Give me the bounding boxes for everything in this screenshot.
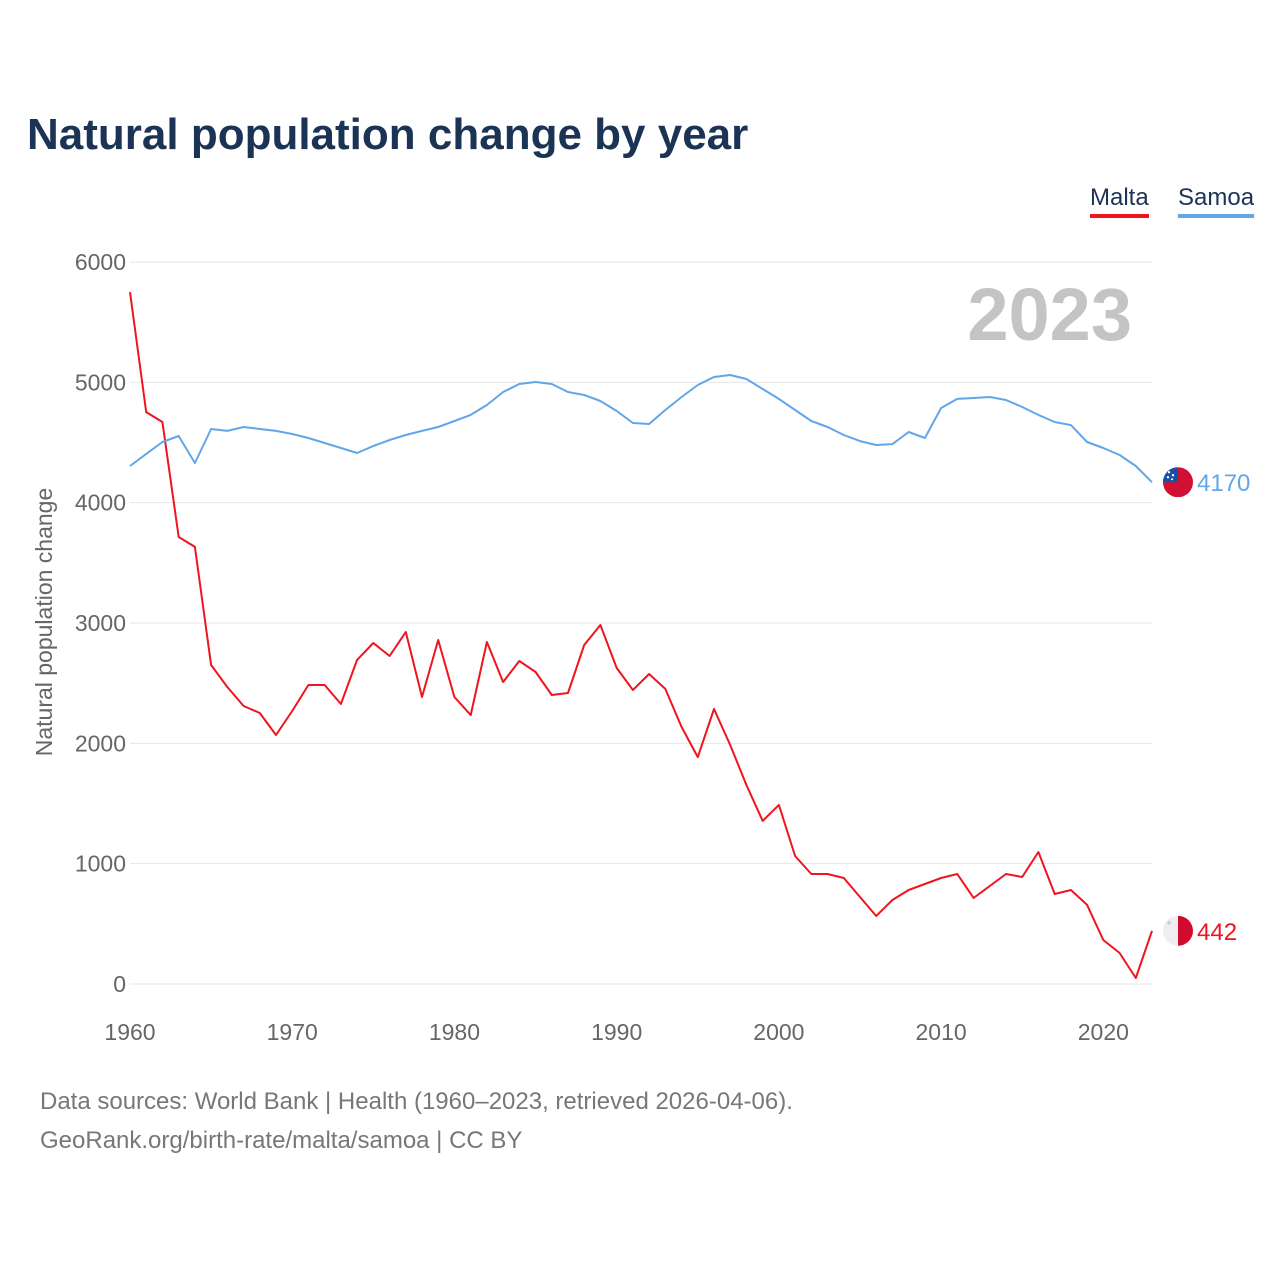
x-tick-label: 2020 — [1078, 1019, 1129, 1045]
y-tick-label: 0 — [113, 971, 126, 997]
x-tick-label: 1990 — [591, 1019, 642, 1045]
chart-title: Natural population change by year — [27, 110, 749, 159]
samoa-flag-icon — [1163, 467, 1193, 498]
x-tick-label: 1980 — [429, 1019, 480, 1045]
y-tick-label: 6000 — [75, 249, 126, 275]
year-label: 2023 — [967, 273, 1132, 356]
x-tick-label: 1970 — [267, 1019, 318, 1045]
series-line-samoa — [129, 374, 1153, 483]
footer-link[interactable]: GeoRank.org/birth-rate/malta/samoa | CC … — [40, 1127, 523, 1154]
x-tick-label: 2010 — [916, 1019, 967, 1045]
end-value-label-malta: 442 — [1197, 919, 1237, 946]
end-value-label-samoa: 4170 — [1197, 470, 1250, 497]
series-line-malta — [129, 291, 1153, 979]
legend-samoa[interactable]: Samoa — [1178, 184, 1255, 218]
footer-sources: Data sources: World Bank | Health (1960–… — [40, 1088, 793, 1115]
svg-text:+: + — [1166, 918, 1171, 928]
y-tick-label: 1000 — [75, 851, 126, 877]
legend-malta[interactable]: Malta — [1090, 184, 1149, 218]
y-tick-label: 2000 — [75, 730, 126, 756]
y-axis-label: Natural population change — [31, 488, 57, 757]
y-tick-label: 5000 — [75, 369, 126, 395]
malta-flag-icon: + — [1163, 915, 1193, 946]
y-tick-label: 3000 — [75, 610, 126, 636]
x-tick-label: 2000 — [753, 1019, 804, 1045]
y-tick-label: 4000 — [75, 490, 126, 516]
x-tick-label: 1960 — [104, 1019, 155, 1045]
